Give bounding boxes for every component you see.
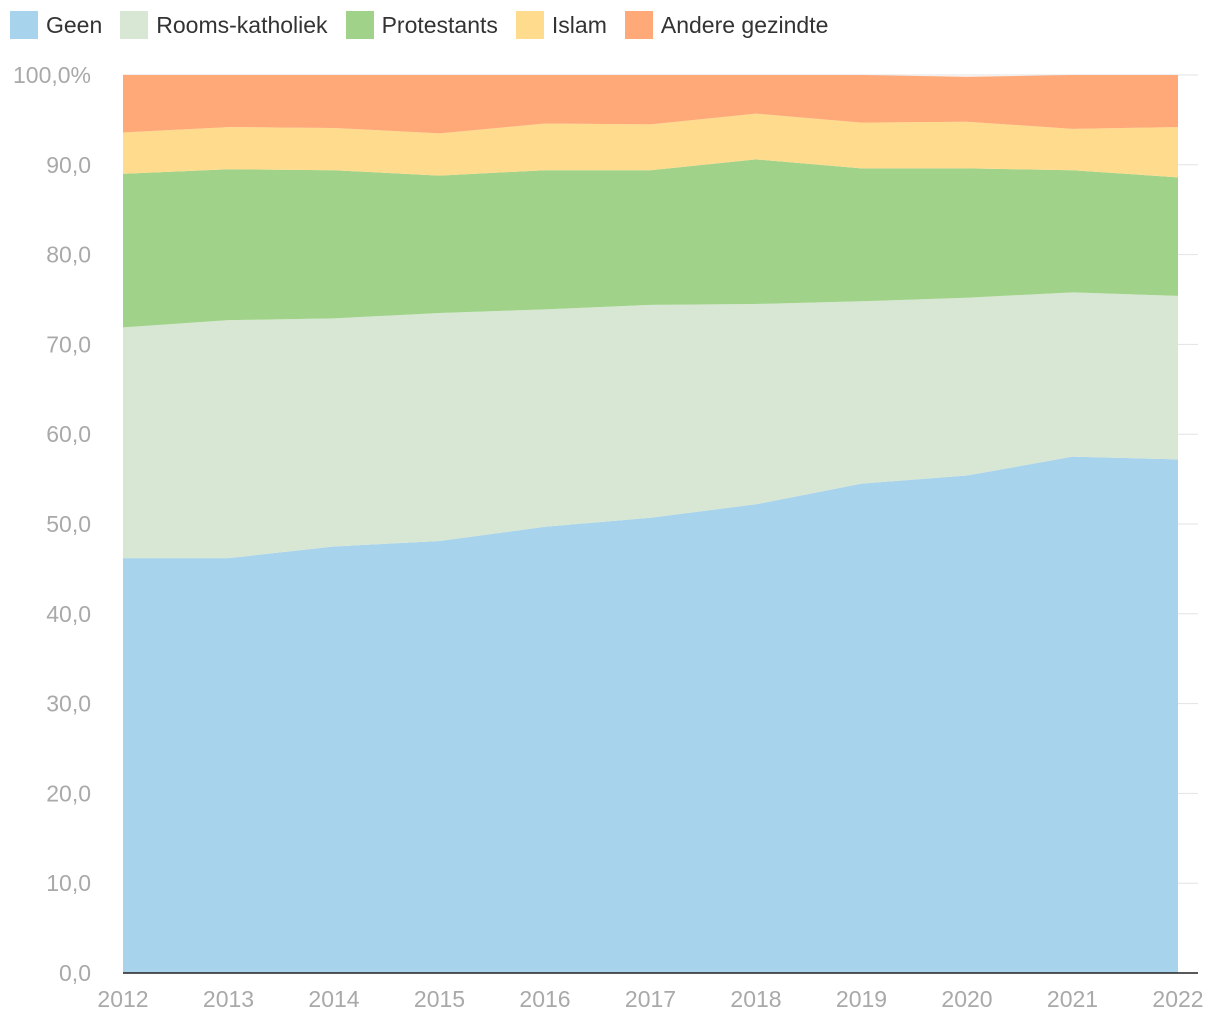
y-tick-label: 0,0	[59, 960, 91, 986]
legend-swatch	[345, 11, 374, 39]
legend-label: Islam	[551, 11, 607, 38]
x-tick-label: 2014	[308, 986, 359, 1012]
y-tick-label: 100,0%	[13, 62, 91, 88]
legend-swatch	[10, 11, 38, 39]
y-tick-label: 40,0	[46, 601, 91, 627]
legend-item: Islam	[515, 11, 607, 39]
y-tick-label: 70,0	[46, 331, 91, 357]
legend-label: Geen	[46, 11, 103, 38]
x-tick-label: 2016	[519, 986, 570, 1012]
x-tick-label: 2022	[1152, 986, 1203, 1012]
legend-item: Andere gezindte	[624, 11, 829, 39]
area-series-1	[123, 292, 1178, 559]
y-tick-label: 30,0	[46, 691, 91, 717]
legend-label: Andere gezindte	[660, 11, 829, 38]
x-tick-label: 2020	[941, 986, 992, 1012]
legend-item: Rooms-katholiek	[120, 11, 328, 39]
y-tick-label: 80,0	[46, 242, 91, 268]
area-series-4	[123, 75, 1178, 134]
area-series-2	[123, 159, 1178, 328]
x-tick-label: 2019	[836, 986, 887, 1012]
y-tick-label: 20,0	[46, 780, 91, 806]
legend-swatch	[120, 11, 149, 39]
x-tick-label: 2012	[97, 986, 148, 1012]
area-series-0	[123, 456, 1178, 973]
series-areas	[123, 75, 1178, 973]
chart-legend: Geen Rooms-katholiek Protestants Islam Ander…	[10, 8, 828, 42]
x-tick-label: 2021	[1047, 986, 1098, 1012]
legend-swatch	[624, 11, 653, 39]
y-tick-label: 50,0	[46, 511, 91, 537]
legend-label: Protestants	[381, 11, 498, 38]
legend-label: Rooms-katholiek	[156, 11, 328, 38]
x-tick-label: 2018	[730, 986, 781, 1012]
legend-swatch	[515, 11, 544, 39]
y-tick-label: 10,0	[46, 870, 91, 896]
x-tick-label: 2015	[414, 986, 465, 1012]
legend-item: Protestants	[345, 11, 498, 39]
legend-item: Geen	[10, 11, 102, 39]
area-series-3	[123, 113, 1178, 178]
x-tick-label: 2013	[203, 986, 254, 1012]
y-tick-label: 90,0	[46, 152, 91, 178]
x-tick-label: 2017	[625, 986, 676, 1012]
y-tick-label: 60,0	[46, 421, 91, 447]
axes: 0,0 10,0 20,0 30,0 40,0 50,0 60,0 70,0 80,0 90,0 1…	[13, 62, 1204, 1012]
